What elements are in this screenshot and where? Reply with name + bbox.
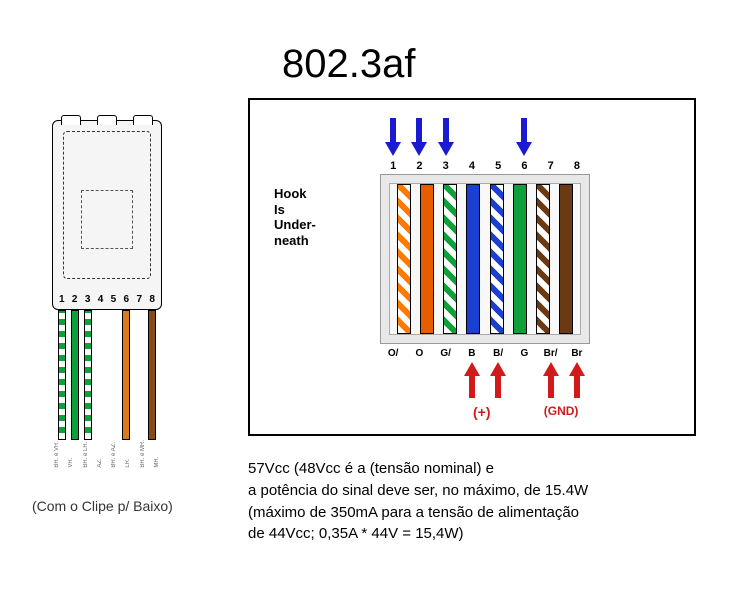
- wire-color-label: G/: [433, 348, 459, 359]
- wire: [71, 310, 79, 440]
- pin-number: 2: [72, 294, 78, 305]
- wire-label: BR. e MR.: [140, 440, 146, 468]
- wire: [490, 184, 504, 334]
- wire-label: BR. e LR.: [83, 440, 89, 468]
- pinout-panel: HookIsUnder-neath 12345678 O/OG/BB/GBr/B…: [248, 98, 696, 436]
- rj45-body: [380, 174, 590, 344]
- wire-color-label: B/: [485, 348, 511, 359]
- wire: [443, 184, 457, 334]
- wire: [84, 310, 92, 440]
- wire: [135, 310, 143, 440]
- rj45-wire-slots: [389, 183, 581, 335]
- pin-number: 5: [111, 294, 117, 305]
- wire-label: MR.: [154, 440, 160, 468]
- pin-number: 5: [485, 160, 511, 174]
- wire-label: LR.: [125, 440, 131, 468]
- wire-color-label: O: [406, 348, 432, 359]
- pin-number: 8: [149, 294, 155, 305]
- pin-number-row: 12345678: [59, 294, 155, 305]
- left-wire-group: [52, 310, 162, 440]
- pin-number: 7: [538, 160, 564, 174]
- wire-color-label: G: [511, 348, 537, 359]
- left-rj45-connector: 12345678 BR. e VR. VR. BR. e LR. AZ. BR. e A…: [52, 120, 162, 468]
- pin-number: 3: [85, 294, 91, 305]
- wire-label: BR. e AZ.: [111, 440, 117, 468]
- pin-number: 7: [136, 294, 142, 305]
- polarity-plus-label: (+): [473, 404, 491, 420]
- wire: [559, 184, 573, 334]
- wire-color-label: Br/: [538, 348, 564, 359]
- wire: [513, 184, 527, 334]
- wire: [97, 310, 105, 440]
- polarity-gnd-label: (GND): [544, 404, 579, 418]
- connector-inner-outline: [63, 131, 151, 279]
- pin-number-header: 12345678: [380, 160, 590, 174]
- wire: [420, 184, 434, 334]
- wire-label: VR.: [68, 440, 74, 468]
- pin-number: 6: [124, 294, 130, 305]
- wire-color-label: B: [459, 348, 485, 359]
- pin-number: 1: [59, 294, 65, 305]
- pin-number: 1: [380, 160, 406, 174]
- wire: [58, 310, 66, 440]
- diagram-title: 802.3af: [282, 42, 415, 87]
- wire: [122, 310, 130, 440]
- wire-color-label: Br: [564, 348, 590, 359]
- wire-label: AZ.: [97, 440, 103, 468]
- pin-number: 2: [406, 160, 432, 174]
- wire-label: BR. e VR.: [54, 440, 60, 468]
- data-arrows-top: [250, 110, 698, 160]
- pin-number: 3: [433, 160, 459, 174]
- wire: [148, 310, 156, 440]
- connector-tabs: [53, 115, 161, 125]
- spec-description: 57Vcc (48Vcc é a (tensão nominal) e a po…: [248, 458, 588, 545]
- pin-number: 4: [459, 160, 485, 174]
- wire: [397, 184, 411, 334]
- wire: [536, 184, 550, 334]
- connector-housing: 12345678: [52, 120, 162, 310]
- hook-label: HookIsUnder-neath: [274, 186, 316, 248]
- pin-number: 6: [511, 160, 537, 174]
- wire-color-labels: O/OG/BB/GBr/Br: [380, 348, 590, 359]
- left-caption: (Com o Clipe p/ Baixo): [32, 498, 173, 514]
- right-rj45-diagram: 12345678 O/OG/BB/GBr/Br: [380, 160, 590, 359]
- wire: [109, 310, 117, 440]
- wire: [466, 184, 480, 334]
- pin-number: 8: [564, 160, 590, 174]
- wire-color-label: O/: [380, 348, 406, 359]
- left-wire-labels: BR. e VR. VR. BR. e LR. AZ. BR. e AZ. LR. BR. …: [52, 440, 162, 468]
- pin-number: 4: [98, 294, 104, 305]
